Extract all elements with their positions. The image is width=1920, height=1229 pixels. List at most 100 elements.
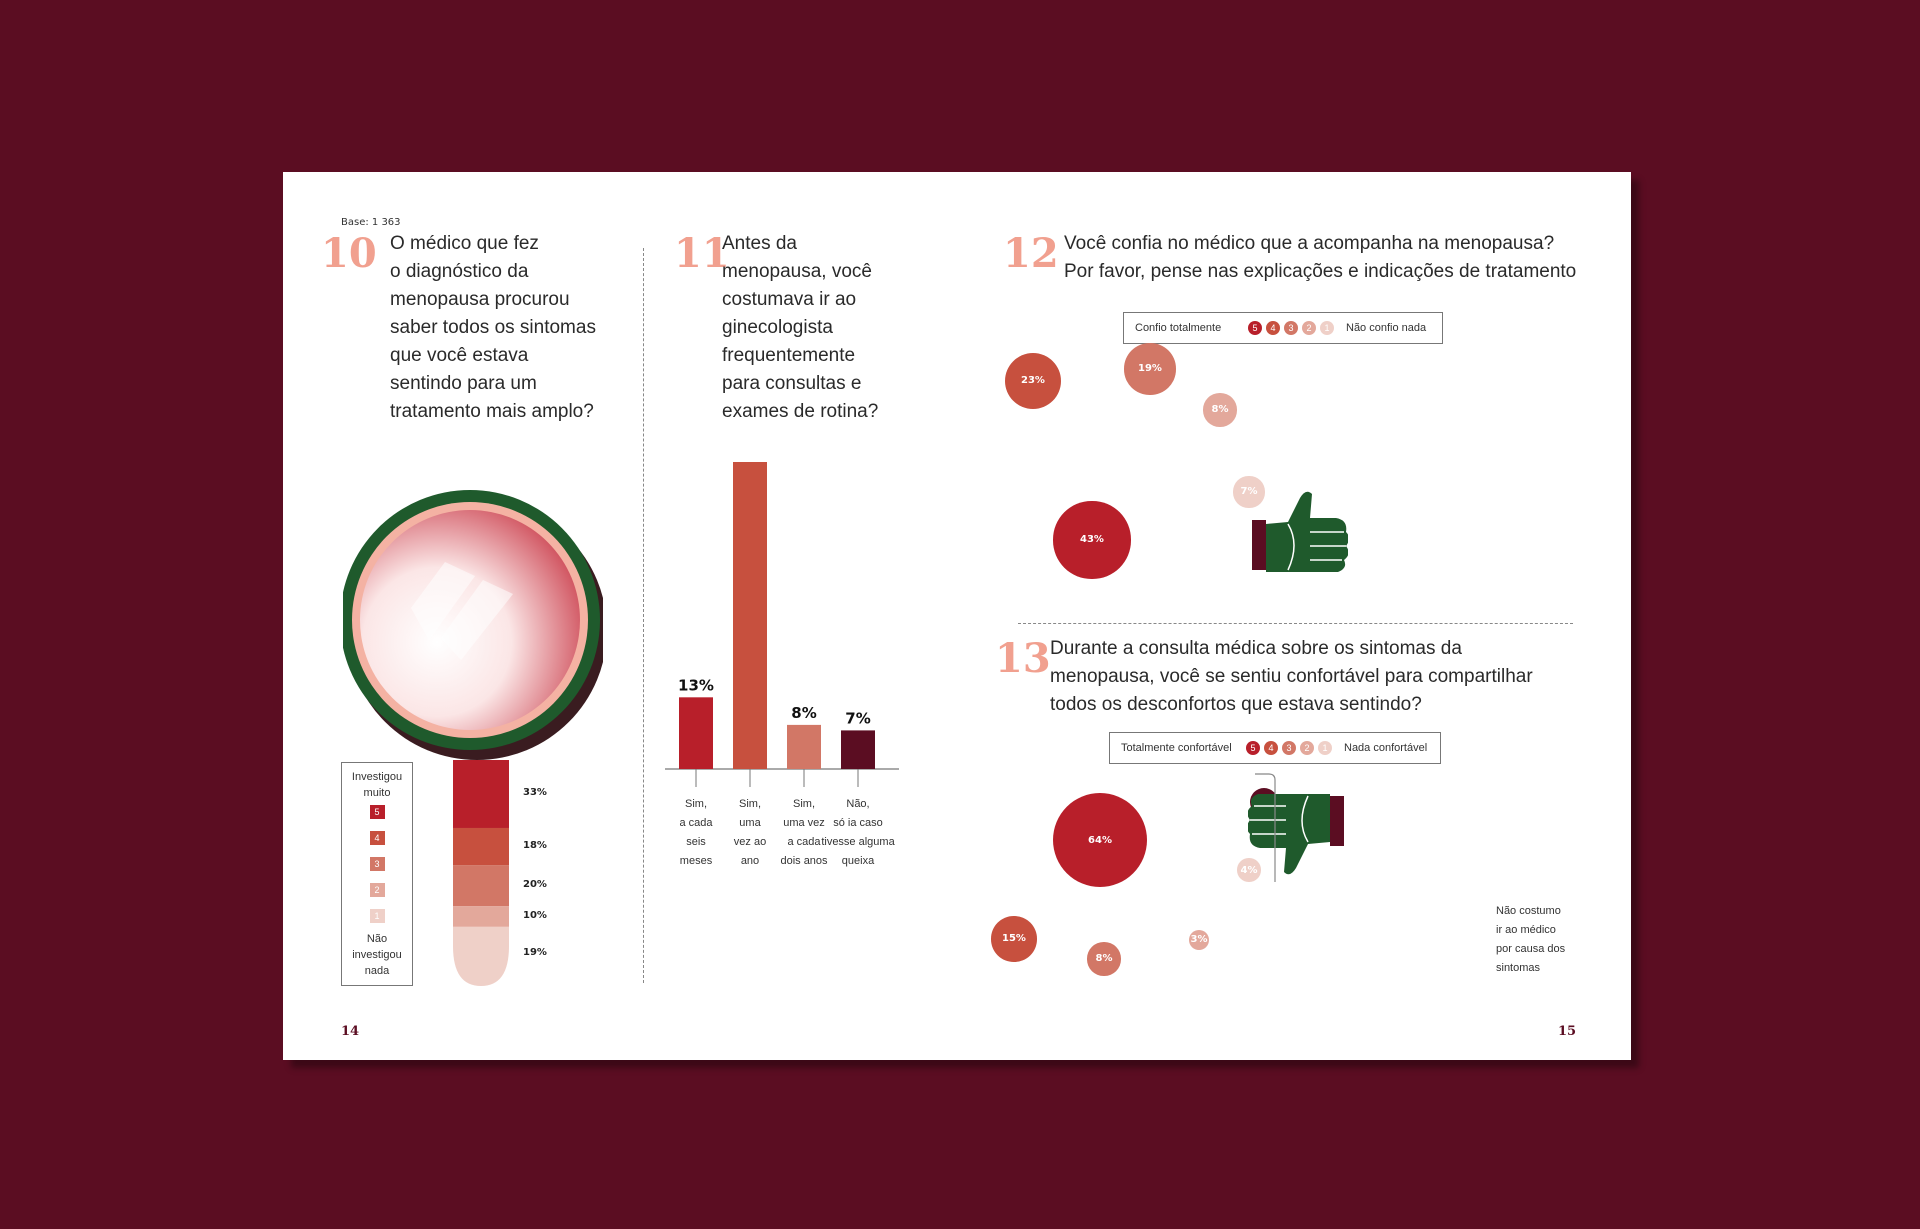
legend-dot-1: 1 bbox=[1318, 741, 1332, 755]
q10-handle-chart bbox=[453, 760, 509, 986]
q10-question: O médico que fez o diagnóstico da menopaus… bbox=[390, 230, 610, 426]
q10-percent-label: 10% bbox=[523, 909, 547, 921]
q11-category-label: a cada bbox=[787, 836, 821, 848]
q11-bar bbox=[679, 697, 713, 769]
q13-bubble-chart: 64%15%8%3%4%6% bbox=[283, 172, 1631, 1060]
q10-bar-segment bbox=[453, 906, 509, 927]
q10-bar-segment bbox=[453, 827, 509, 866]
q10-legend-top-2: muito bbox=[363, 787, 391, 799]
q10-question-line: tratamento mais amplo? bbox=[390, 401, 594, 422]
q10-legend-swatch-2: 2 bbox=[369, 883, 385, 897]
q13-note-line: ir ao médico bbox=[1496, 924, 1556, 936]
q11-question-line: frequentemente bbox=[722, 345, 856, 366]
q11-category-label: queixa bbox=[842, 855, 875, 867]
bubble: 64% bbox=[1053, 793, 1147, 887]
q12-number: 12 bbox=[1003, 230, 1059, 277]
q10-bar-segment bbox=[453, 926, 509, 986]
bubble: 4% bbox=[1237, 858, 1261, 882]
q13-note-line: por causa dos bbox=[1496, 943, 1566, 955]
q11-category-label: Não, bbox=[846, 798, 869, 810]
bubble: 7% bbox=[1233, 476, 1265, 508]
q11-bar bbox=[733, 462, 767, 769]
q13-note: Não costumo ir ao médico por causa dos sint… bbox=[1496, 902, 1576, 978]
q11-bar-value: 8% bbox=[791, 704, 816, 722]
legend-dot-5: 5 bbox=[1246, 741, 1260, 755]
q11-category-label: seis bbox=[686, 836, 706, 848]
legend-dot-1: 1 bbox=[1320, 321, 1334, 335]
q13-legend-right: Nada confortável bbox=[1344, 742, 1428, 754]
legend-dot-3: 3 bbox=[1282, 741, 1296, 755]
q10-legend-swatch-3: 3 bbox=[369, 857, 385, 871]
section-divider bbox=[1018, 623, 1573, 624]
q10-percent-labels: 33% 18% 20% 10% 19% bbox=[523, 760, 563, 986]
legend-dot-2: 2 bbox=[1302, 321, 1316, 335]
q12-question-line: Por favor, pense nas explicações e indic… bbox=[1064, 261, 1577, 282]
q11-category-label: vez ao bbox=[734, 836, 766, 848]
bubble: 23% bbox=[1004, 352, 1062, 410]
q10-percent-label: 33% bbox=[523, 786, 547, 798]
q11-category-label: Sim, bbox=[739, 798, 761, 810]
q10-legend-swatch-5: 5 bbox=[369, 805, 385, 819]
q10-percent-label: 19% bbox=[523, 947, 547, 959]
bubble: 3% bbox=[1188, 929, 1210, 951]
legend-dot-5: 5 bbox=[1248, 321, 1262, 335]
bubble: 8% bbox=[1087, 942, 1121, 976]
q10-question-line: o diagnóstico da bbox=[390, 261, 529, 282]
q13-note-connector bbox=[1255, 773, 1276, 882]
q10-legend-bottom-3: nada bbox=[364, 965, 390, 977]
q11-category-label: Sim, bbox=[793, 798, 815, 810]
q11-category-label: uma bbox=[739, 817, 761, 829]
bubble: 19% bbox=[1124, 343, 1176, 395]
q10-legend-top-1: Investigou bbox=[351, 771, 403, 783]
q13-note-line: sintomas bbox=[1496, 962, 1541, 974]
q10-question-line: menopausa procurou bbox=[390, 289, 570, 310]
thumbs-up-icon bbox=[1252, 491, 1348, 572]
q10-legend-bottom-1: Não bbox=[366, 933, 388, 945]
q11-category-label: Sim, bbox=[685, 798, 707, 810]
magnifier-icon bbox=[343, 490, 603, 760]
q13-question: Durante a consulta médica sobre os sinto… bbox=[1050, 635, 1570, 719]
q12-question: Você confia no médico que a acompanha na… bbox=[1064, 230, 1584, 286]
q11-category-label: a cada bbox=[679, 817, 713, 829]
q11-question-line: para consultas e bbox=[722, 373, 862, 394]
q11-category-label: meses bbox=[680, 855, 713, 867]
q11-question-line: menopausa, você bbox=[722, 261, 872, 282]
legend-dot-4: 4 bbox=[1264, 741, 1278, 755]
report-spread: Base: 1 363 10 O médico que fez o diagnós… bbox=[283, 172, 1631, 1060]
q11-question-line: costumava ir ao bbox=[722, 289, 857, 310]
q13-question-line: Durante a consulta médica sobre os sinto… bbox=[1050, 638, 1462, 659]
q10-question-line: saber todos os sintomas bbox=[390, 317, 596, 338]
q11-question-line: exames de rotina? bbox=[722, 401, 879, 422]
q12-legend-right: Não confio nada bbox=[1346, 322, 1427, 334]
q10-legend-swatch-1: 1 bbox=[369, 909, 385, 923]
legend-dot-4: 4 bbox=[1266, 321, 1280, 335]
base-count: Base: 1 363 bbox=[341, 217, 401, 228]
q10-percent-label: 18% bbox=[523, 839, 547, 851]
q11-category-label: uma vez bbox=[783, 817, 825, 829]
q11-bar-value: 7% bbox=[845, 709, 870, 727]
q11-number: 11 bbox=[674, 230, 730, 277]
q10-legend-bottom-2: investigou bbox=[352, 949, 402, 961]
q11-bar bbox=[787, 724, 821, 769]
q10-bar-segment bbox=[453, 865, 509, 907]
q10-percent-label: 20% bbox=[523, 878, 547, 890]
q11-question: Antes da menopausa, você costumava ir ao gi… bbox=[722, 230, 922, 426]
q13-question-line: todos os desconfortos que estava sentind… bbox=[1050, 694, 1422, 715]
q12-question-line: Você confia no médico que a acompanha na… bbox=[1064, 233, 1555, 254]
q10-question-line: O médico que fez bbox=[390, 233, 539, 254]
page-number-left: 14 bbox=[341, 1024, 360, 1039]
q13-question-line: menopausa, você se sentiu confortável pa… bbox=[1050, 666, 1533, 687]
q11-bar-value: 13% bbox=[678, 676, 714, 694]
q10-number: 10 bbox=[321, 230, 377, 277]
q13-number: 13 bbox=[995, 635, 1051, 682]
page-number-right: 15 bbox=[1558, 1024, 1577, 1039]
q11-category-label: tivesse alguma bbox=[821, 836, 895, 848]
q11-question-line: Antes da bbox=[722, 233, 797, 254]
q10-bar-segment bbox=[453, 760, 509, 828]
q13-legend-left: Totalmente confortável bbox=[1121, 742, 1232, 754]
q11-category-label: só ia caso bbox=[833, 817, 883, 829]
thumbs-down-icon bbox=[1248, 794, 1344, 875]
bubble: 15% bbox=[991, 916, 1037, 962]
